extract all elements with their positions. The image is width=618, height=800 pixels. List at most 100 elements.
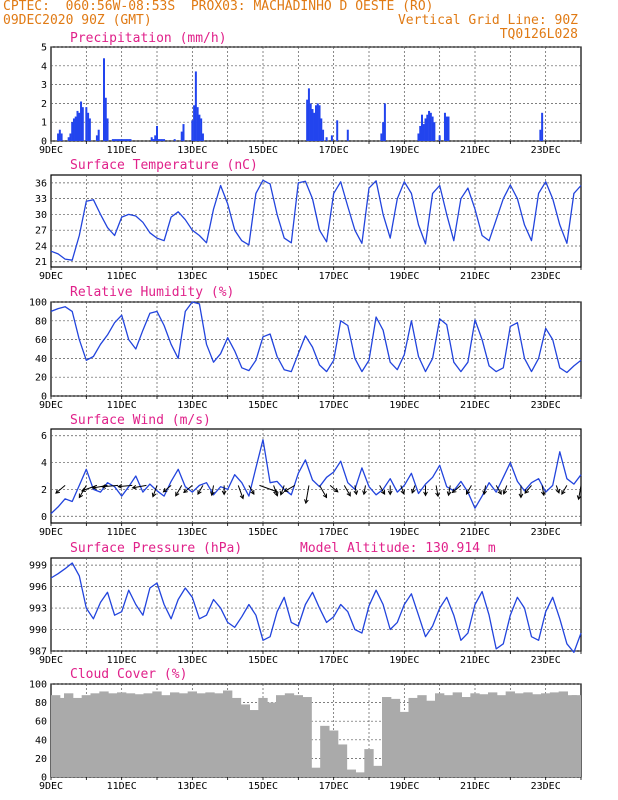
wind-arrow — [379, 485, 386, 495]
wind-arrow-head — [561, 490, 566, 495]
cloud-bar — [532, 694, 542, 777]
y-tick-label: 100 — [29, 298, 47, 309]
cloud-bar — [108, 693, 118, 777]
x-tick-label: 9DEC — [39, 781, 63, 792]
cloud-bar — [276, 695, 286, 777]
cloud-bar — [373, 765, 383, 777]
precip-bar — [336, 120, 339, 141]
precip-bar — [173, 139, 176, 141]
precip-bar — [78, 112, 81, 141]
precip-bar — [87, 112, 90, 141]
precip-bar — [74, 116, 77, 141]
cloud-bar — [523, 692, 533, 777]
wind-arrow-head — [451, 488, 457, 494]
precip-bar — [80, 101, 83, 141]
precip-bar — [447, 116, 450, 141]
cloud-bar — [223, 690, 233, 777]
panel-title: Surface Wind (m/s) — [70, 413, 211, 428]
x-tick-label: 19DEC — [389, 655, 419, 666]
x-tick-label: 23DEC — [531, 271, 561, 282]
precip-bar — [72, 118, 75, 141]
cloud-bar — [99, 691, 109, 777]
cloud-bar — [205, 692, 215, 777]
panel-title: Cloud Cover (%) — [70, 667, 187, 682]
wind-arrow — [435, 485, 439, 497]
wind-arrow-head — [502, 489, 508, 495]
precip-bar — [322, 129, 325, 141]
wind-arrow — [183, 485, 193, 493]
y-tick-label: 40 — [35, 735, 47, 746]
cloud-bar — [293, 695, 303, 777]
cloud-bar — [558, 691, 568, 777]
precip-bar — [124, 139, 127, 141]
cloud-bar — [390, 698, 401, 777]
wind-arrow — [55, 485, 66, 494]
cloud-bar — [178, 693, 189, 777]
wind-arrow — [132, 484, 147, 489]
x-tick-label: 11DEC — [107, 527, 137, 538]
precip-bar — [309, 103, 312, 141]
y-tick-label: 27 — [35, 226, 47, 237]
wind-arrow-head — [411, 488, 416, 494]
wind-arrow-head — [183, 488, 188, 494]
precip-bar — [193, 105, 196, 141]
cloud-bar — [267, 702, 277, 777]
precip-bar — [417, 133, 420, 141]
y-tick-label: 2 — [41, 99, 47, 110]
precip-bar — [115, 139, 118, 141]
precip-bar — [196, 107, 199, 141]
y-tick-label: 0 — [41, 392, 47, 403]
precip-bar — [129, 139, 132, 141]
wind-arrow-head — [274, 491, 279, 497]
cloud-bar — [329, 730, 339, 777]
y-tick-label: 0 — [41, 773, 47, 784]
panel-frame — [50, 557, 582, 652]
series-line — [50, 439, 582, 515]
precip-bar — [438, 135, 441, 141]
precip-bar — [157, 139, 160, 141]
cloud-bar — [337, 744, 348, 777]
cloud-bar — [231, 697, 242, 777]
wind-arrow — [411, 485, 416, 494]
cloud-bar — [452, 692, 462, 777]
panel-temp: 21 24 27 30 33 36 9DEC 11DEC 13DEC 15DEC 17DEC 19DE… — [35, 158, 582, 282]
wind-arrow-head — [576, 495, 582, 501]
precip-bar — [419, 125, 422, 141]
x-tick-label: 23DEC — [531, 527, 561, 538]
wind-arrow-head — [131, 484, 137, 490]
wind-arrow — [248, 485, 255, 495]
panel-title: Surface Pressure (hPa) — [70, 541, 242, 556]
x-tick-label: 21DEC — [460, 271, 490, 282]
wind-arrow-head — [482, 490, 487, 496]
precip-bar — [152, 139, 155, 141]
wind-arrow-head — [497, 490, 502, 495]
cloud-bar — [90, 693, 100, 777]
wind-arrow — [555, 485, 560, 494]
wind-arrow-head — [279, 490, 285, 496]
wind-arrow-head — [380, 490, 386, 495]
cloud-bar — [399, 711, 409, 777]
y-tick-label: 4 — [41, 61, 47, 72]
wind-arrow — [495, 485, 502, 495]
cloud-bar — [514, 693, 524, 777]
wind-arrow — [92, 484, 108, 489]
cloud-bar — [240, 704, 250, 777]
precip-bar — [159, 139, 162, 141]
precip-bar — [316, 103, 319, 141]
cloud-bar — [346, 769, 356, 777]
x-tick-label: 11DEC — [107, 781, 137, 792]
wind-arrow — [561, 485, 568, 495]
wind-arrow — [503, 485, 508, 495]
y-tick-label: 80 — [35, 698, 47, 709]
wind-arrow — [152, 485, 158, 497]
x-tick-label: 13DEC — [177, 527, 207, 538]
series-line — [50, 301, 582, 374]
cloud-bar — [55, 697, 65, 777]
y-tick-label: 987 — [29, 647, 47, 658]
x-tick-label: 21DEC — [460, 400, 490, 411]
y-tick-label: 20 — [35, 373, 47, 384]
cloud-bar — [187, 691, 197, 777]
cloud-bar — [152, 691, 162, 777]
x-tick-label: 13DEC — [177, 400, 207, 411]
